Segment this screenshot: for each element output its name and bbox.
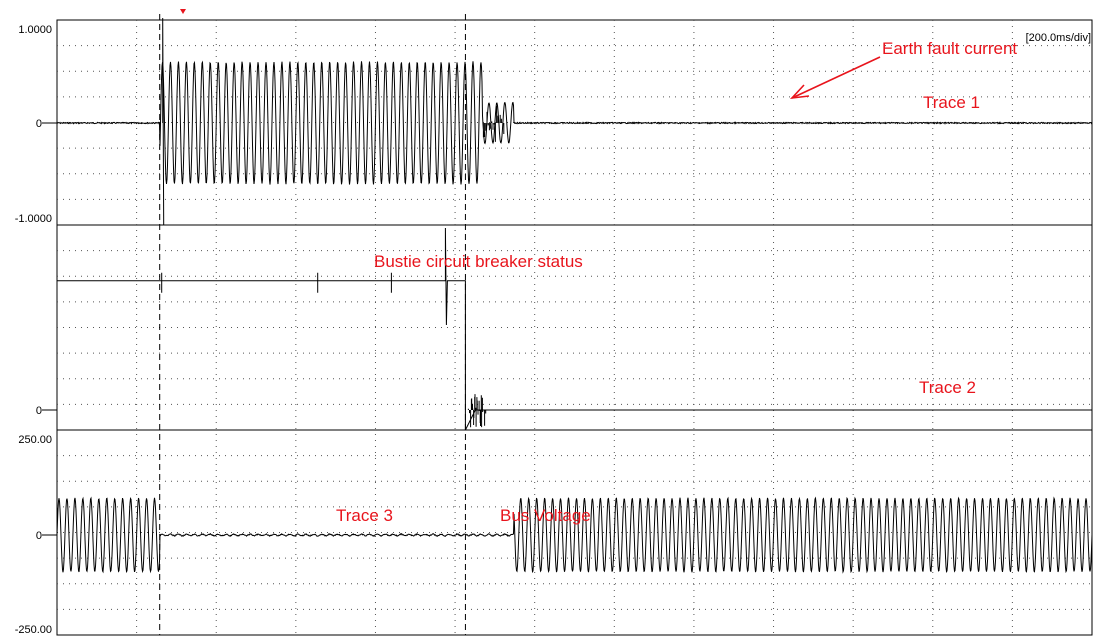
- trace-1-label: Trace 1: [923, 93, 980, 112]
- trace1-tick-top: 1.0000: [18, 24, 52, 36]
- trace3-tick-top: 250.00: [18, 434, 52, 446]
- trace-1-earth-fault-current-waveform: [56, 17, 1093, 226]
- bustie-breaker-annotation: Bustie circuit breaker status: [374, 252, 583, 271]
- trace-3-bus-voltage-waveform: [56, 496, 1093, 574]
- timebase-label: [200.0ms/div]: [1026, 32, 1091, 44]
- trace-2-breaker-status-waveform: [57, 227, 1092, 431]
- annotation-arrow-shaft: [791, 56, 881, 99]
- y-tick-marks: [42, 122, 57, 536]
- trace1-tick-bottom: -1.0000: [15, 213, 52, 225]
- trace-2-label: Trace 2: [919, 378, 976, 397]
- bus-voltage-annotation: Bus Voltage: [500, 506, 591, 525]
- trace1-tick-zero: 0: [36, 118, 42, 130]
- earth-fault-current-annotation: Earth fault current: [882, 39, 1017, 58]
- annotation-arrow-head: [789, 84, 810, 100]
- trace3-tick-bottom: -250.00: [15, 624, 52, 636]
- trigger-marker-icon: [180, 9, 186, 14]
- trace3-tick-zero: 0: [36, 530, 42, 542]
- trace2-tick-zero: 0: [36, 405, 42, 417]
- trace-3-label: Trace 3: [336, 506, 393, 525]
